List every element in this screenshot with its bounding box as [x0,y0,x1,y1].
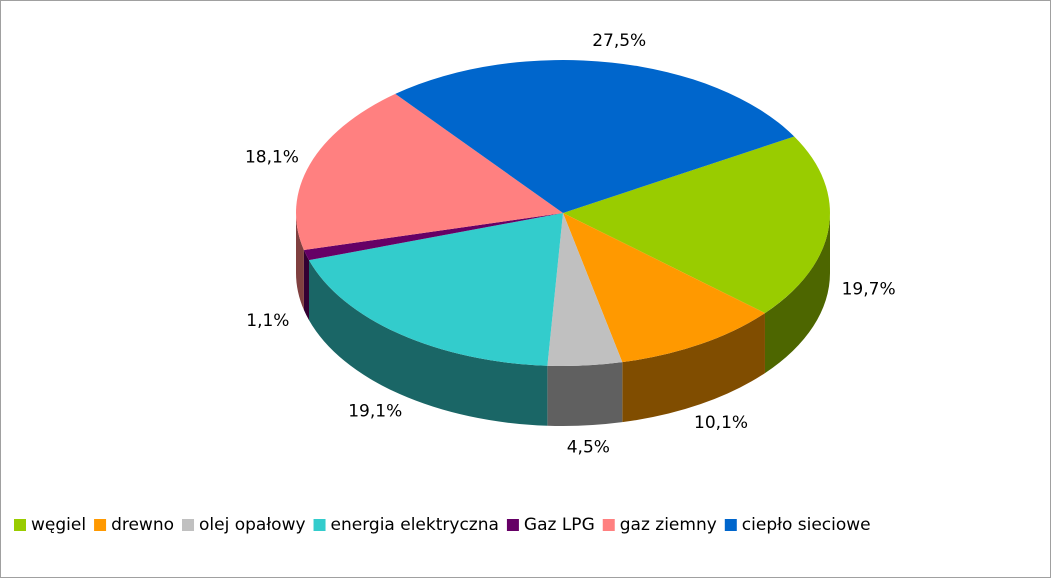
slice-side [296,213,304,311]
slice [308,213,563,366]
legend-label: drewno [111,515,174,535]
slice [547,213,623,366]
data-label: 10,1% [694,413,748,433]
slice-side [764,213,830,374]
legend-label: gaz ziemny [620,515,717,535]
data-label: 18,1% [245,147,299,167]
data-label: 19,7% [842,280,896,300]
data-label: 1,1% [246,311,289,331]
legend-label: węgiel [31,515,86,535]
legend-label: olej opałowy [199,515,306,535]
legend-label: energia elektryczna [331,515,499,535]
slice [395,60,795,214]
slice [563,213,765,363]
legend-label: Gaz LPG [524,515,595,535]
data-label: 4,5% [567,437,610,457]
slice [563,136,830,314]
slice-side [547,362,623,427]
data-label: 27,5% [592,31,646,51]
slice-side [622,313,765,423]
legend-swatch [724,519,737,531]
legend-swatch [94,519,107,531]
legend-swatch [182,519,195,531]
legend-swatch [602,519,615,531]
slice [303,213,563,261]
legend-swatch [506,519,519,531]
data-label: 19,1% [348,401,402,421]
legend-swatch [313,519,326,531]
slice [296,93,563,251]
legend-swatch [14,519,26,531]
slice-side [303,250,309,321]
slice-side [308,260,548,426]
legend-label: ciepło sieciowe [742,515,871,535]
